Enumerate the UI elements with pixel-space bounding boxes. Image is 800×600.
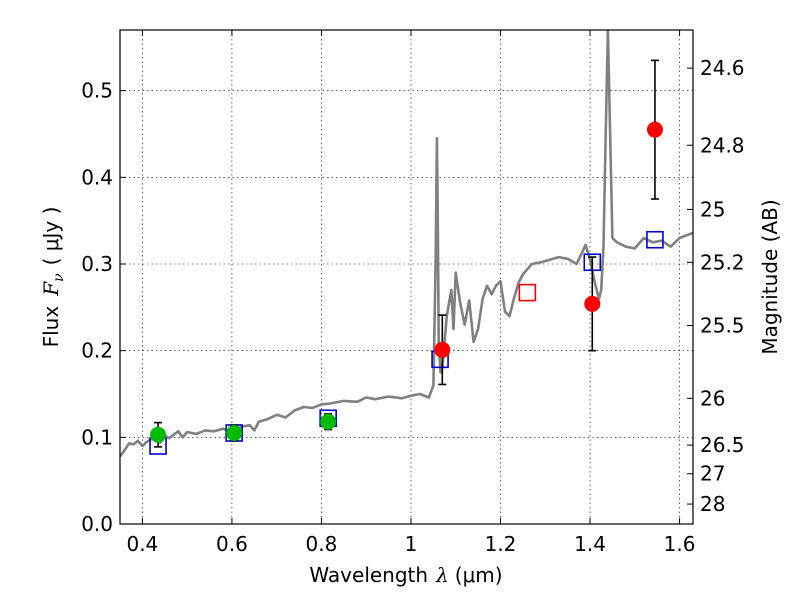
y-axis-label-symbol: F <box>39 281 63 297</box>
mag-tick-label: 25.5 <box>700 314 745 338</box>
x-axis-label-symbol: λ <box>435 563 449 587</box>
x-tick-label: 1.6 <box>664 532 696 556</box>
y-tick-label: 0.1 <box>81 425 113 449</box>
plot-frame <box>119 29 694 525</box>
y-axis-label-unit: ( μJy ) <box>39 207 63 266</box>
y-tick-label: 0.5 <box>81 79 113 103</box>
mag-tick-label: 25.2 <box>700 250 745 274</box>
spectrum-line <box>120 30 693 458</box>
plot-area <box>120 30 693 458</box>
x-tick-label: 1.4 <box>574 532 606 556</box>
x-axis-label: Wavelength λ (μm) <box>309 563 502 587</box>
y-axis-label: Flux Fν ( μJy ) <box>39 207 67 348</box>
x-tick-label: 0.6 <box>216 532 248 556</box>
y-axis-label-text: Flux <box>39 306 63 348</box>
x-tick-label: 0.4 <box>126 532 158 556</box>
observed-point-marker <box>226 425 243 441</box>
observed-point-marker <box>150 426 167 443</box>
mag-tick-label: 28 <box>700 492 725 516</box>
model-square-marker <box>518 283 537 302</box>
mag-tick-label: 26.5 <box>700 433 745 457</box>
axis-ticks: 0.4 0.6 0.8 1 1.2 1.4 1.6 0.0 0.1 0.2 0.3 0.4 0.5 24.… <box>81 30 745 556</box>
observed-point-marker <box>320 413 337 430</box>
mag-tick-label: 26 <box>700 386 725 410</box>
grid-lines <box>120 30 693 525</box>
x-tick-label: 1 <box>405 532 418 556</box>
mag-tick-label: 24.8 <box>700 133 745 157</box>
observed-point-marker <box>434 341 451 358</box>
y-tick-label: 0.2 <box>81 339 113 363</box>
x-axis-label-text: Wavelength <box>309 563 428 587</box>
observed-point-marker <box>584 295 601 312</box>
mag-tick-label: 27 <box>700 462 725 486</box>
y-tick-label: 0.3 <box>81 252 113 276</box>
x-tick-label: 1.2 <box>485 532 517 556</box>
x-axis-label-unit: (μm) <box>455 563 503 587</box>
y-tick-label: 0.4 <box>81 165 113 189</box>
model-square-marker <box>646 230 664 249</box>
y2-axis-label: Magnitude (AB) <box>758 199 782 354</box>
y-tick-label: 0.0 <box>81 512 113 536</box>
x-tick-label: 0.8 <box>306 532 338 556</box>
y-axis-label-sub: ν <box>51 273 67 282</box>
mag-tick-label: 25 <box>700 197 725 221</box>
mag-tick-label: 24.6 <box>700 56 745 80</box>
observed-point-marker <box>646 121 663 138</box>
